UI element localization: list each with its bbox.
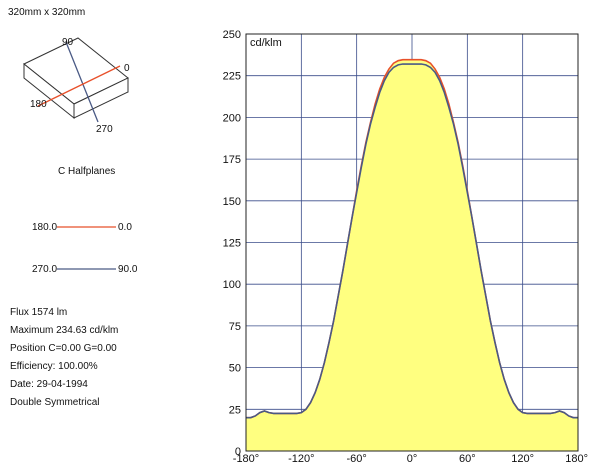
series-line-1 [246,63,578,419]
legend-right-label-1: 90.0 [118,264,138,275]
c90-c270-line [65,41,99,123]
info-efficiency: Efficiency: 100.00% [10,361,98,372]
luminaire-cube-diagram [23,37,129,123]
y-tick-label-8: 200 [223,112,241,124]
y-tick-label-0: 0 [235,446,241,458]
legend-left-label-1: 270.0 [32,264,58,275]
info-date: Date: 29-04-1994 [10,379,88,390]
info-symmetry: Double Symmetrical [10,397,100,408]
y-tick-label-4: 100 [223,279,241,291]
axis-labels: 0 25 50 75 100 125 150 175 200 225 250 -180° -120° -6… [223,29,588,463]
x-tick-label-6: 180° [565,453,588,463]
info-position: Position C=0.00 G=0.00 [10,343,117,354]
plot-frame [245,33,579,452]
intensity-fill-area [246,59,578,451]
x-tick-label-3: 0° [407,453,418,463]
x-tick-label-2: -60° [347,453,367,463]
x-tick-label-4: 60° [459,453,476,463]
y-tick-label-2: 50 [229,363,241,375]
y-tick-label-1: 25 [229,404,241,416]
y-tick-label-9: 225 [223,71,241,83]
y-tick-label-5: 125 [223,238,241,250]
c0-c180-line [37,65,121,107]
x-tick-label-1: -120° [288,453,314,463]
dimensions-label: 320mm x 320mm [8,7,86,18]
cube-label-180: 180 [30,99,47,110]
y-tick-label-10: 250 [223,29,241,41]
legend-right-label-0: 0.0 [118,222,132,233]
y-tick-label-6: 150 [223,196,241,208]
info-maximum: Maximum 234.63 cd/klm [10,325,119,336]
cube-label-270: 270 [96,124,113,135]
halfplanes-legend [57,226,116,270]
plot-border [245,33,579,452]
x-tick-label-0: -180° [233,453,259,463]
series-lines [246,58,578,419]
cube-label-90: 90 [62,37,74,48]
y-tick-label-3: 75 [229,321,241,333]
cube-right-face [73,77,129,119]
x-tick-label-5: 120° [511,453,534,463]
y-tick-label-7: 175 [223,154,241,166]
info-flux: Flux 1574 lm [10,307,68,318]
cube-label-0: 0 [124,63,130,74]
unit-label: cd/klm [250,37,282,49]
legend-left-label-0: 180.0 [32,222,58,233]
halfplanes-title: C Halfplanes [58,166,116,177]
area-fill [246,59,578,451]
